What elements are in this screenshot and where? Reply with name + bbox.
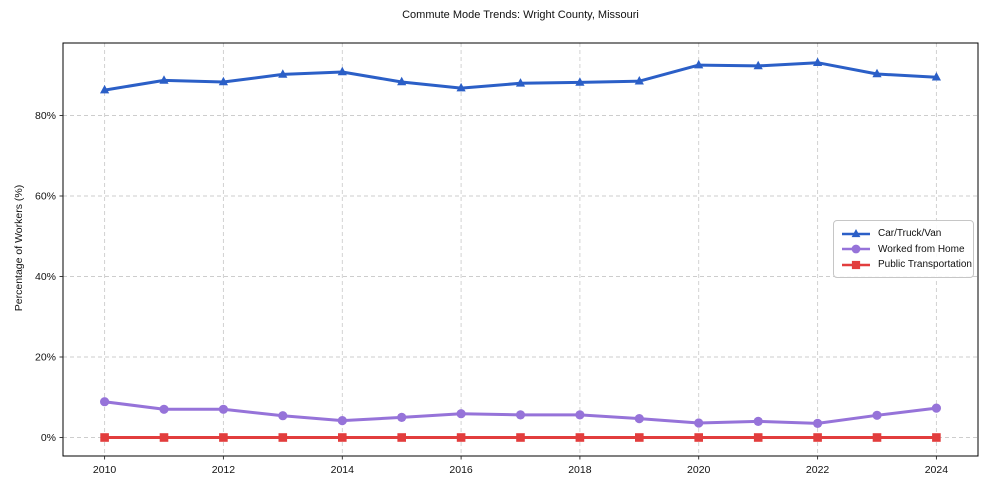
y-tick-label: 80% xyxy=(35,110,56,122)
x-tick-label: 2012 xyxy=(212,464,236,476)
circle-marker xyxy=(931,403,942,413)
square-marker xyxy=(219,433,228,442)
legend-label: Car/Truck/Van xyxy=(878,228,942,239)
triangle-marker xyxy=(100,84,110,94)
square-marker xyxy=(397,433,406,442)
circle-marker xyxy=(100,397,110,407)
triangle-marker xyxy=(931,72,941,81)
triangle-marker xyxy=(515,78,526,87)
circle-marker xyxy=(575,410,585,420)
line-triangle-marker-icon xyxy=(841,228,871,240)
line-square-marker-icon xyxy=(841,259,871,271)
square-marker xyxy=(100,433,109,442)
triangle-marker xyxy=(694,59,704,69)
triangle-marker xyxy=(159,75,169,84)
y-tick-label: 40% xyxy=(35,271,56,283)
circle-marker xyxy=(634,414,644,424)
legend-label: Worked from Home xyxy=(878,243,965,255)
axis-ticks: 0% 20% 40% 60% 80% 2010 2012 2014 2016 2018 2020 20… xyxy=(35,110,948,476)
circle-marker xyxy=(278,411,288,421)
line-circle-marker-icon xyxy=(841,243,871,255)
legend-item-public-transportation: Public Transportation xyxy=(841,259,972,271)
square-marker xyxy=(694,433,703,442)
x-tick-label: 2020 xyxy=(687,464,711,476)
legend-item-worked-from-home: Worked from Home xyxy=(841,243,966,255)
circle-marker xyxy=(218,404,228,414)
triangle-marker xyxy=(397,76,407,86)
plot-frame xyxy=(62,42,979,457)
circle-marker xyxy=(456,409,466,419)
circle-marker xyxy=(753,416,763,426)
circle-marker xyxy=(813,418,823,428)
triangle-marker xyxy=(278,69,288,78)
y-tick-label: 60% xyxy=(35,191,56,203)
legend: Car/Truck/Van Worked from Home Public Tr… xyxy=(833,220,974,278)
circle-marker xyxy=(515,410,526,420)
square-marker xyxy=(872,433,882,442)
x-tick-label: 2024 xyxy=(925,464,949,476)
square-marker xyxy=(159,433,169,442)
square-marker xyxy=(932,433,941,442)
triangle-marker xyxy=(337,66,347,76)
square-marker xyxy=(278,433,288,442)
square-marker xyxy=(753,433,763,442)
square-marker xyxy=(635,433,644,442)
triangle-marker xyxy=(456,82,466,92)
square-marker xyxy=(575,433,585,442)
y-tick-label: 0% xyxy=(41,432,56,444)
triangle-marker xyxy=(851,228,861,237)
circle-marker xyxy=(872,410,882,420)
triangle-marker xyxy=(872,68,882,78)
legend-item-car-truck-van: Car/Truck/Van xyxy=(841,228,966,240)
x-tick-label: 2016 xyxy=(449,464,473,476)
legend-label: Public Transportation xyxy=(878,259,972,270)
circle-marker xyxy=(694,418,704,428)
triangle-marker xyxy=(753,60,763,70)
chart-title: Commute Mode Trends: Wright County, Miss… xyxy=(402,9,639,21)
series-lines xyxy=(100,57,942,442)
x-tick-label: 2022 xyxy=(806,464,830,476)
circle-marker xyxy=(159,404,169,414)
circle-marker xyxy=(851,244,861,254)
y-tick-label: 20% xyxy=(35,352,56,364)
triangle-marker xyxy=(634,76,644,85)
triangle-marker xyxy=(813,57,823,67)
square-marker xyxy=(516,433,525,442)
square-marker xyxy=(338,433,347,442)
x-tick-label: 2014 xyxy=(331,464,355,476)
x-tick-label: 2018 xyxy=(568,464,592,476)
circle-marker xyxy=(337,416,347,426)
square-marker xyxy=(851,260,861,269)
triangle-marker xyxy=(218,76,228,86)
square-marker xyxy=(813,433,822,442)
triangle-marker xyxy=(575,77,585,86)
circle-marker xyxy=(397,412,407,422)
x-tick-label: 2010 xyxy=(93,464,117,476)
square-marker xyxy=(456,433,466,442)
